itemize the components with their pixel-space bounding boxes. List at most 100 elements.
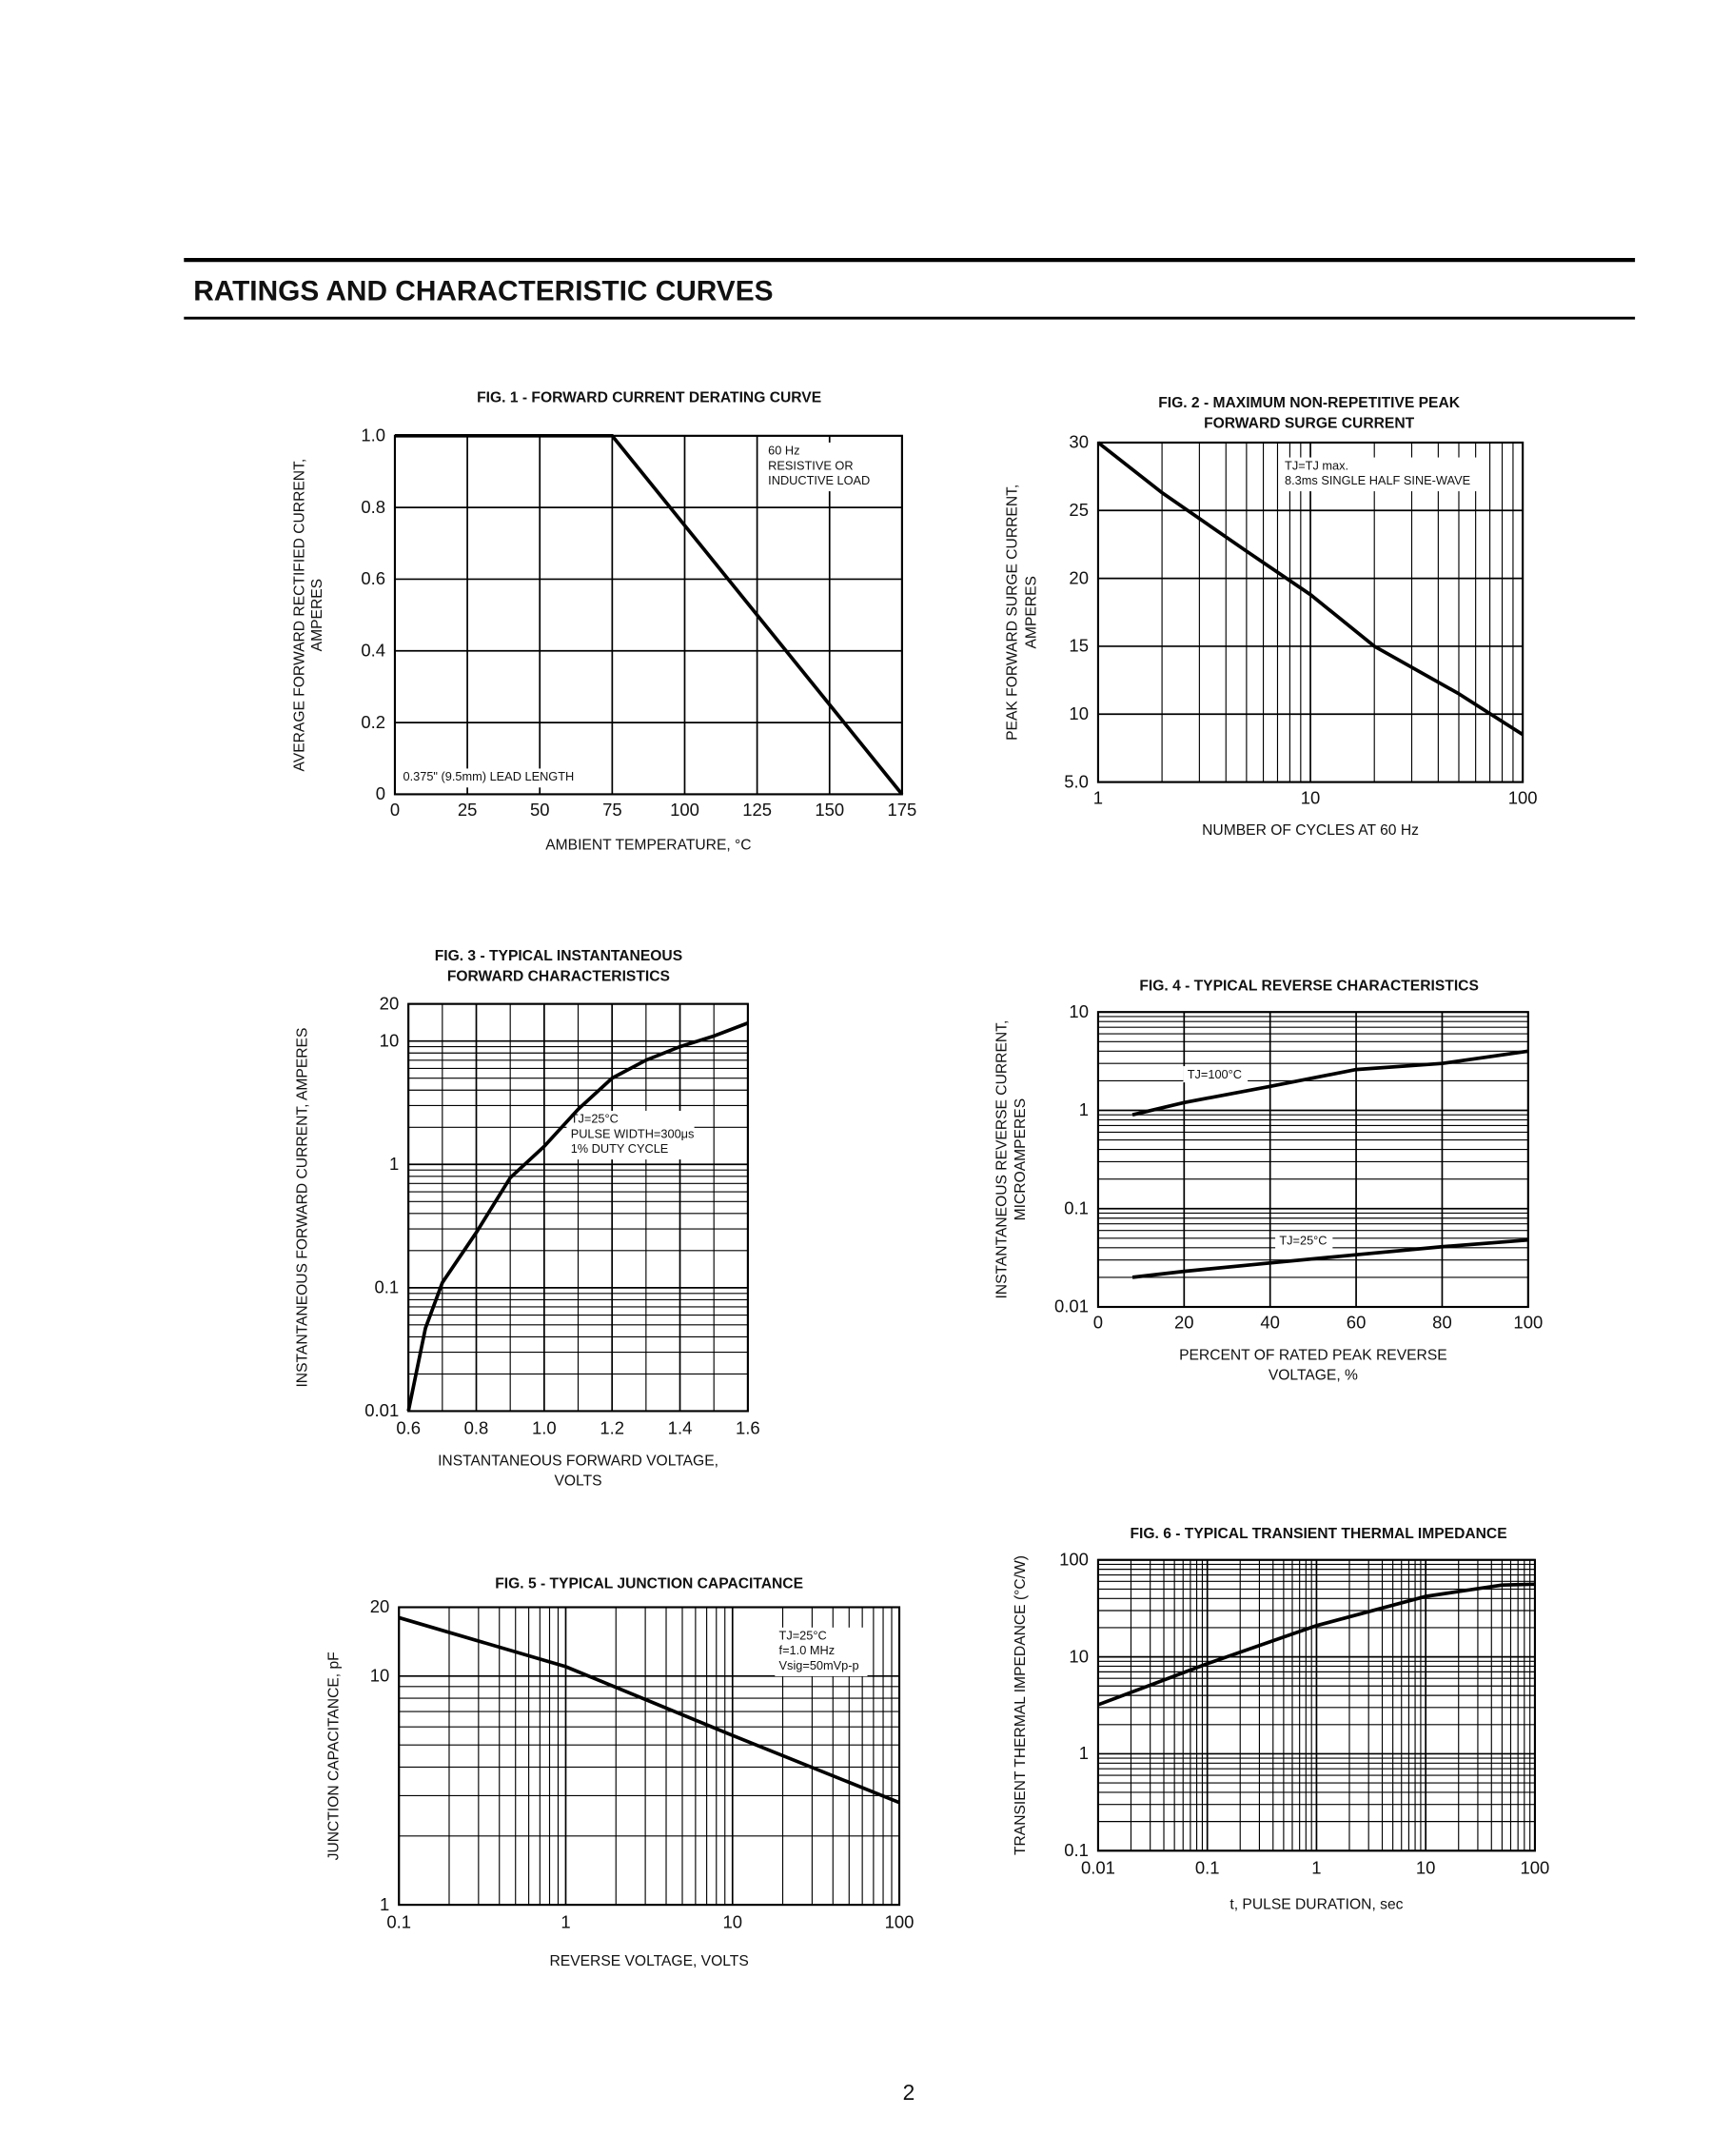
- series-label-box: [1183, 1066, 1249, 1083]
- y-axis-label: PEAK FORWARD SURGE CURRENT,: [1005, 485, 1021, 741]
- x-tick-label: 0.8: [464, 1418, 489, 1438]
- data-line: [406, 1020, 749, 1412]
- x-axis-label: INSTANTANEOUS FORWARD VOLTAGE,: [438, 1453, 718, 1469]
- annotation: 60 Hz: [768, 444, 799, 458]
- x-tick-label: 100: [885, 1911, 915, 1931]
- chart-title: FIG. 3 - TYPICAL INSTANTANEOUS: [435, 948, 682, 964]
- chart: 0 20 40 60 80 100 0.01 0.1 1 10 TJ=100°C TJ=25°C FIG…: [993, 978, 1543, 1383]
- y-tick-label: 1.0: [361, 425, 385, 445]
- annotation: 1% DUTY CYCLE: [571, 1141, 669, 1156]
- y-axis-label: MICROAMPERES: [1013, 1098, 1029, 1221]
- x-axis-label: t, PULSE DURATION, sec: [1229, 1896, 1403, 1912]
- y-tick-label: 1: [389, 1154, 399, 1174]
- x-tick-label: 0.1: [1195, 1857, 1220, 1877]
- annotation-box: [1280, 457, 1479, 492]
- x-tick-label: 100: [1513, 1313, 1543, 1333]
- annotation: INDUCTIVE LOAD: [768, 473, 870, 487]
- chart: 1 10 100 5.0 10 15 20 25 30 TJ=TJ max.8.3ms SINGL…: [1005, 395, 1538, 839]
- annotation: PULSE WIDTH=300μs: [571, 1126, 695, 1140]
- annotation: Vsig=50mVp-p: [779, 1658, 859, 1672]
- header-title: RATINGS AND CHARACTERISTIC CURVES: [193, 276, 773, 307]
- chart-title: FIG. 6 - TYPICAL TRANSIENT THERMAL IMPED…: [1130, 1526, 1506, 1542]
- y-axis-label: INSTANTANEOUS REVERSE CURRENT,: [993, 1020, 1010, 1299]
- y-tick-label: 0.1: [1064, 1840, 1089, 1860]
- y-tick-label: 20: [380, 993, 400, 1013]
- x-tick-label: 60: [1347, 1313, 1367, 1333]
- y-axis-label: TRANSIENT THERMAL IMPEDANCE (°C/W): [1013, 1555, 1029, 1855]
- y-tick-label: 0.1: [375, 1277, 400, 1297]
- y-axis-label: JUNCTION CAPACITANCE, pF: [325, 1652, 342, 1860]
- y-tick-label: 20: [370, 1596, 390, 1616]
- chart: 0.6 0.8 1.0 1.2 1.4 1.6 0.01 0.1 1 10 20 TJ=25°CPUL…: [295, 948, 760, 1489]
- annotation: f=1.0 MHz: [779, 1643, 836, 1657]
- y-tick-label: 10: [1069, 703, 1089, 723]
- x-tick-label: 1: [1093, 787, 1103, 807]
- x-tick-label: 175: [887, 800, 916, 820]
- x-tick-label: 10: [1416, 1857, 1436, 1877]
- y-tick-label: 20: [1069, 567, 1089, 587]
- annotation-box: [775, 1627, 868, 1676]
- x-tick-label: 0.6: [396, 1418, 421, 1438]
- y-tick-label: 10: [1069, 1646, 1089, 1666]
- y-tick-label: 0: [376, 783, 385, 803]
- annotation: TJ=25°C: [571, 1112, 619, 1126]
- data-line: [1131, 1049, 1529, 1118]
- x-tick-label: 0: [1093, 1313, 1103, 1333]
- chart-title: FIG. 2 - MAXIMUM NON-REPETITIVE PEAK: [1158, 395, 1461, 411]
- y-axis-label: AVERAGE FORWARD RECTIFIED CURRENT,: [292, 459, 308, 772]
- data-line: [394, 433, 904, 796]
- y-tick-label: 0.6: [361, 568, 385, 588]
- y-tick-label: 5.0: [1064, 771, 1089, 791]
- annotation: 8.3ms SINGLE HALF SINE-WAVE: [1285, 473, 1470, 487]
- series-label: TJ=25°C: [1279, 1234, 1327, 1248]
- x-tick-label: 1.4: [668, 1418, 693, 1438]
- chart: 0 25 50 75 100 125 150 175 0 0.2 0.4 0.6 0.8 1.0 60 Hz…: [292, 389, 917, 853]
- y-tick-label: 0.8: [361, 497, 385, 517]
- y-axis-label: AMPERES: [1024, 576, 1040, 648]
- x-tick-label: 1.0: [532, 1418, 557, 1438]
- y-tick-label: 10: [370, 1666, 390, 1686]
- data-line: [398, 1615, 900, 1805]
- page-number: 2: [903, 2080, 915, 2105]
- plot-area: [1096, 1011, 1529, 1309]
- y-tick-label: 1: [1079, 1099, 1089, 1119]
- x-tick-label: 40: [1260, 1313, 1280, 1333]
- x-axis-label: REVERSE VOLTAGE, VOLTS: [549, 1953, 748, 1969]
- y-tick-label: 0.1: [1064, 1197, 1089, 1217]
- plot-area: [393, 434, 903, 796]
- x-axis-label: VOLTS: [554, 1474, 601, 1490]
- x-tick-label: 125: [742, 800, 772, 820]
- x-tick-label: 100: [670, 800, 699, 820]
- data-line: [1131, 1237, 1528, 1279]
- annotation: TJ=TJ max.: [1285, 458, 1348, 472]
- y-tick-label: 30: [1069, 432, 1089, 452]
- annotation-box: [763, 442, 871, 492]
- series-label: TJ=100°C: [1188, 1067, 1242, 1081]
- annotation: TJ=25°C: [779, 1629, 827, 1643]
- x-tick-label: 20: [1174, 1313, 1194, 1333]
- y-tick-label: 1: [1079, 1743, 1089, 1763]
- x-tick-label: 100: [1521, 1857, 1550, 1877]
- x-axis-label: AMBIENT TEMPERATURE, °C: [545, 838, 751, 854]
- x-tick-label: 1: [561, 1911, 570, 1931]
- x-tick-label: 1: [1311, 1857, 1321, 1877]
- x-tick-label: 0.1: [386, 1911, 411, 1931]
- annotation: 0.375" (9.5mm) LEAD LENGTH: [403, 769, 574, 783]
- y-axis-label: INSTANTANEOUS FORWARD CURRENT, AMPERES: [295, 1028, 311, 1388]
- y-axis-label: AMPERES: [309, 579, 325, 651]
- x-tick-label: 50: [530, 800, 550, 820]
- annotation-box: [399, 768, 590, 788]
- x-axis-label: PERCENT OF RATED PEAK REVERSE: [1179, 1347, 1447, 1363]
- chart-title: FIG. 1 - FORWARD CURRENT DERATING CURVE: [477, 389, 821, 405]
- chart-title: FIG. 5 - TYPICAL JUNCTION CAPACITANCE: [495, 1576, 803, 1592]
- x-axis-label: NUMBER OF CYCLES AT 60 Hz: [1202, 822, 1419, 839]
- chart-title: FORWARD SURGE CURRENT: [1204, 415, 1415, 431]
- y-tick-label: 25: [1069, 500, 1089, 520]
- annotation-box: [566, 1110, 695, 1160]
- series-label-box: [1275, 1232, 1333, 1249]
- x-axis-label: VOLTAGE, %: [1269, 1368, 1358, 1384]
